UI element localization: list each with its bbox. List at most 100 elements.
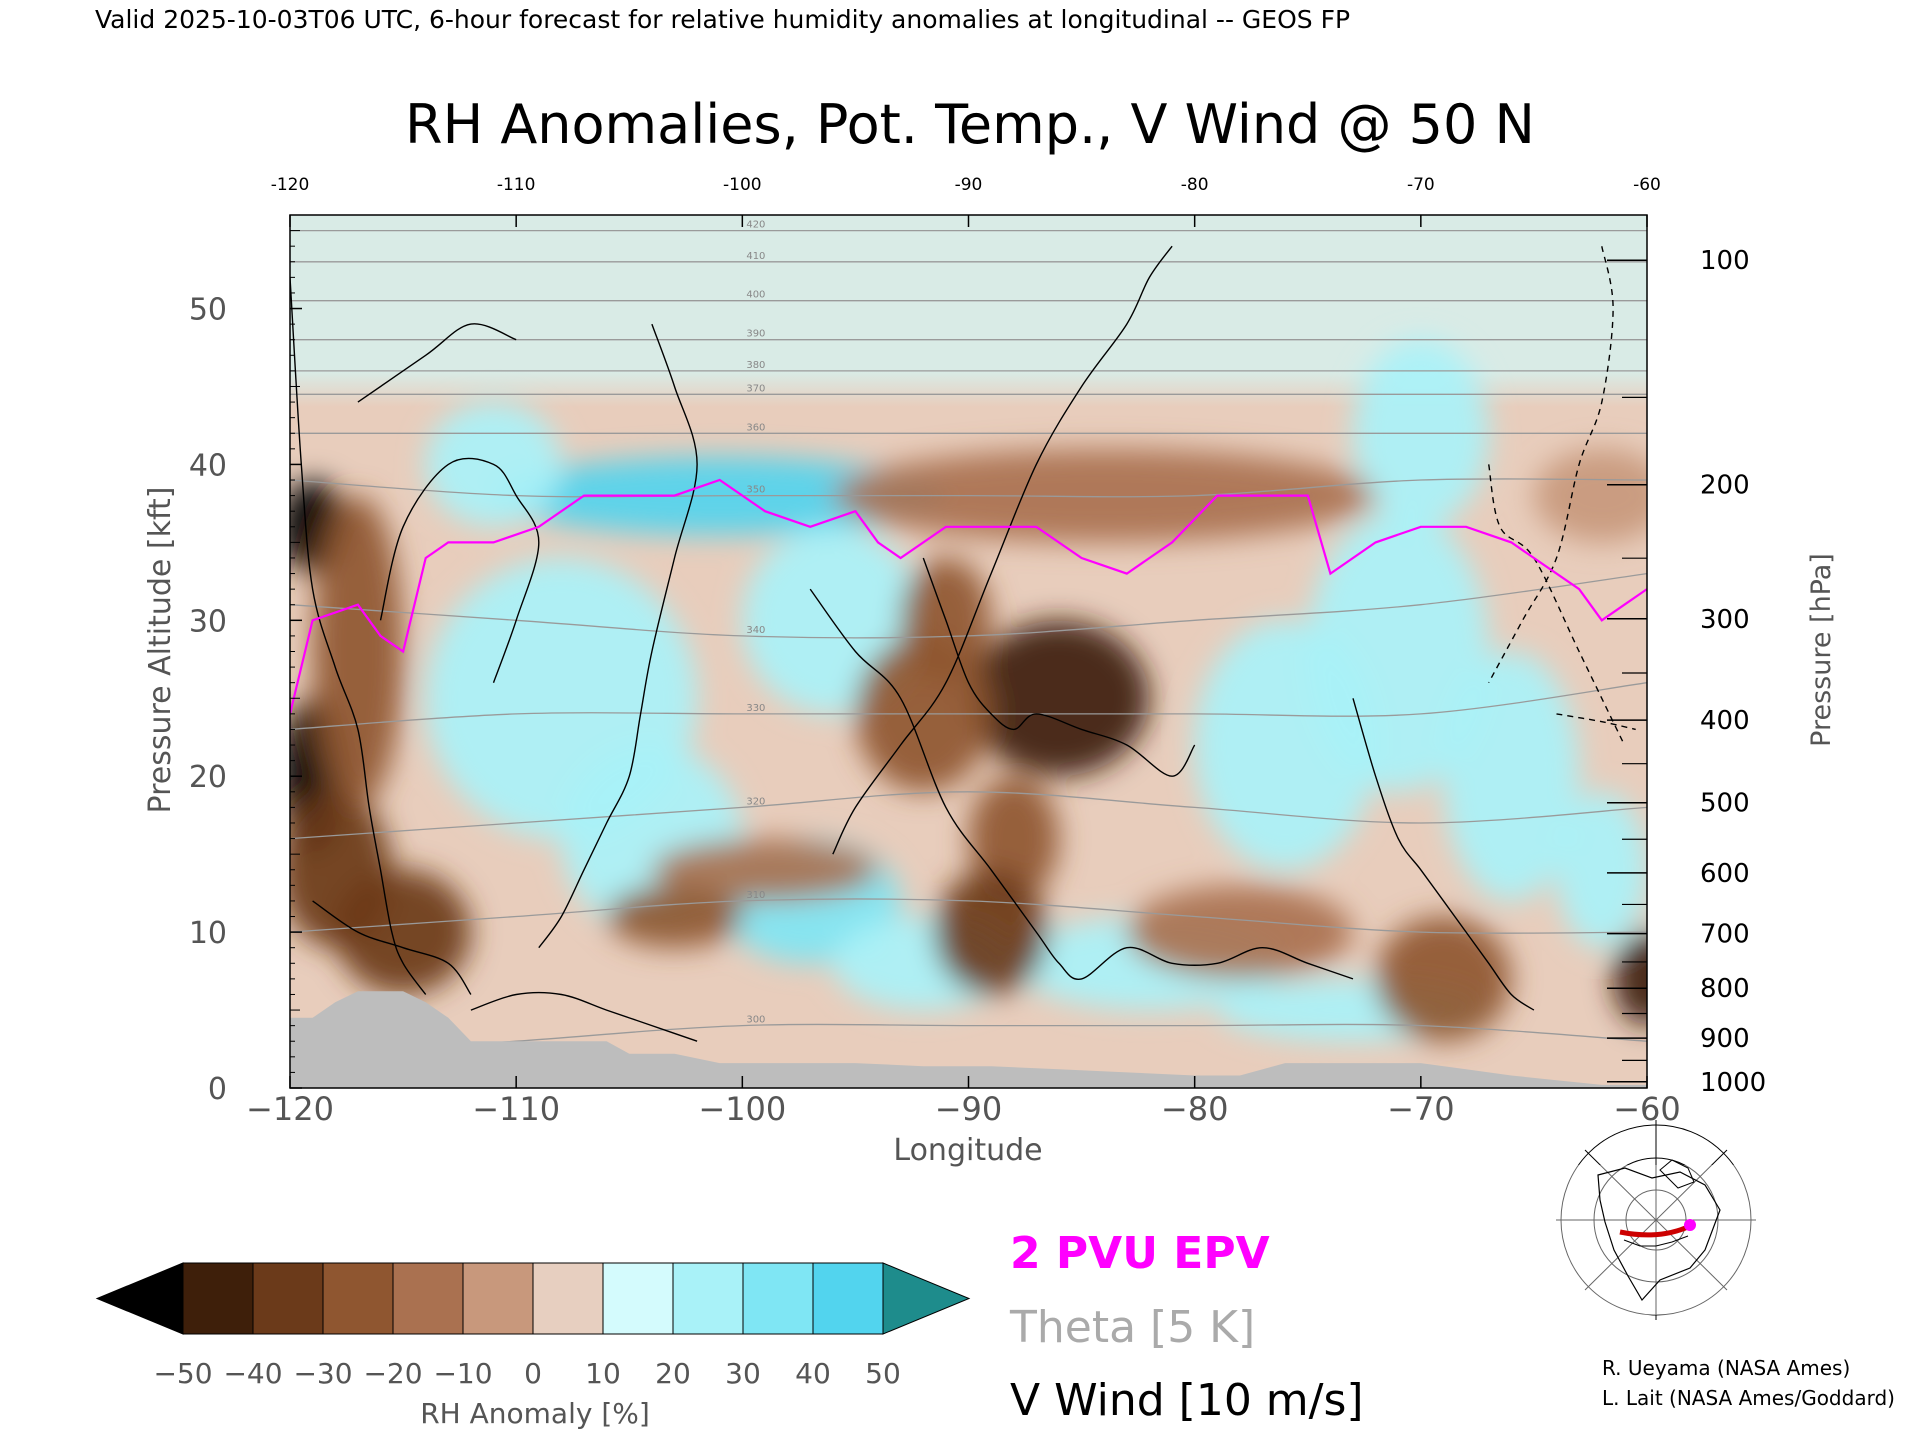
colorbar-segment (322, 1262, 394, 1335)
colorbar-segment (392, 1262, 464, 1335)
vwind-ten-contour (357, 323, 517, 403)
vwind-zero-contour (809, 588, 1354, 980)
colorbar-tick-label: −30 (293, 1357, 352, 1390)
theta-contour-label: 350 (746, 485, 765, 496)
vwind-zero-contour (312, 900, 472, 995)
y-tick-label: 0 (208, 1072, 227, 1107)
colorbar-segment (812, 1262, 884, 1335)
colorbar-tick-label: −20 (363, 1357, 422, 1390)
y-axis-label-left: Pressure Altitude [kft] (143, 487, 178, 814)
topography (290, 991, 1647, 1088)
colorbar-tick-label: −40 (223, 1357, 282, 1390)
colorbar-tick-label: 30 (725, 1357, 761, 1390)
vwind-zero-contour (290, 277, 427, 995)
theta-contour-line (290, 682, 1647, 731)
colorbar: −50 −40 −30 −20 −10 0 10 20 30 40 50 (95, 1262, 971, 1390)
y-tick-label: 20 (189, 760, 227, 795)
theta-contour-label: 310 (746, 890, 765, 901)
vwind-ten-contour (1556, 713, 1636, 731)
rh-anomaly-blob (312, 495, 404, 808)
theta-contour-label: 330 (746, 703, 765, 714)
rh-anomaly-blob (1533, 448, 1647, 543)
vwind-ten-contour (1488, 246, 1614, 684)
x-tick-label-top: -100 (723, 175, 762, 195)
pressure-tick-label: 1000 (1700, 1068, 1766, 1098)
theta-contour-label: 400 (746, 290, 765, 301)
rh-anomaly-blob (1556, 791, 1647, 948)
rh-anomaly-blob (651, 838, 879, 901)
theta-contour-line (290, 898, 1647, 934)
legend-vwind: V Wind [10 m/s] (1010, 1375, 1364, 1426)
colorbar-tick-label: 10 (585, 1357, 621, 1390)
vwind-zero-contour (538, 323, 698, 949)
rh-anomaly-blob (606, 885, 743, 948)
y-tick-label: 50 (189, 293, 227, 328)
theta-contour-label: 340 (746, 625, 765, 636)
y-tick-label: 10 (189, 916, 227, 951)
colorbar-segment (532, 1262, 604, 1335)
x-tick-label: −110 (472, 1090, 560, 1128)
colorbar-label: RH Anomaly [%] (420, 1397, 650, 1430)
colorbar-segment (742, 1262, 814, 1335)
credit-line-1: R. Ueyama (NASA Ames) (1602, 1356, 1850, 1380)
plot-area: 300 310 320 330 340 350 360 370 380 390 400 410 420 (290, 215, 1647, 1088)
colorbar-tick-label: −50 (153, 1357, 212, 1390)
y-axis-label-right: Pressure [hPa] (1806, 553, 1837, 747)
rh-anomaly-blob (1307, 511, 1489, 792)
theta-contour-label: 410 (746, 251, 765, 262)
colorbar-segment (182, 1262, 254, 1335)
colorbar-segment (462, 1262, 534, 1335)
chart-title: RH Anomalies, Pot. Temp., V Wind @ 50 N (405, 93, 1535, 156)
x-tick-label: −120 (246, 1090, 334, 1128)
credit-line-2: L. Lait (NASA Ames/Goddard) (1602, 1386, 1895, 1410)
x-tick-label-top: -80 (1181, 175, 1209, 195)
vwind-zero-contour (470, 991, 698, 1042)
x-tick-label: −70 (1387, 1090, 1455, 1128)
theta-contour-label: 320 (746, 796, 765, 807)
colorbar-segment (602, 1262, 674, 1335)
x-tick-label: −100 (698, 1090, 786, 1128)
legend-epv: 2 PVU EPV (1010, 1228, 1270, 1279)
colorbar-tick-label: 20 (655, 1357, 691, 1390)
theta-contour-label: 360 (746, 422, 765, 433)
theta-contour-line (290, 791, 1647, 840)
x-tick-label-top: -70 (1407, 175, 1435, 195)
valid-header: Valid 2025-10-03T06 UTC, 6-hour forecast… (95, 5, 1350, 34)
theta-contour-label: 390 (746, 329, 765, 340)
vwind-ten-contour (1488, 464, 1626, 746)
x-axis-label: Longitude (893, 1133, 1042, 1168)
pressure-tick-label: 100 (1700, 246, 1750, 276)
rh-anomaly-blob (832, 448, 1376, 543)
colorbar-over-arrow (882, 1262, 971, 1335)
y-tick-label: 40 (189, 448, 227, 483)
colorbar-tick-label: 40 (795, 1357, 831, 1390)
rh-anomaly-blob (1613, 932, 1647, 1026)
axes: −120 -120 −110 -110 −100 -100 −90 -90 −80 -80 −70 -… (189, 175, 1766, 1128)
colorbar-tick-label: −10 (433, 1357, 492, 1390)
theta-contour-label: 380 (746, 360, 765, 371)
rh-anomaly-blob (1443, 651, 1580, 901)
colorbar-tick-label: 50 (865, 1357, 901, 1390)
x-tick-label: −90 (935, 1090, 1003, 1128)
pressure-tick-label: 500 (1700, 789, 1750, 819)
x-tick-label: −80 (1161, 1090, 1229, 1128)
pressure-tick-label: 400 (1700, 706, 1750, 736)
x-tick-label-top: -90 (955, 175, 983, 195)
y-tick-label: 30 (189, 604, 227, 639)
theta-contour-label: 300 (746, 1015, 765, 1026)
pressure-tick-label: 800 (1700, 974, 1750, 1004)
x-tick-label-top: -110 (497, 175, 536, 195)
colorbar-segment (252, 1262, 324, 1335)
pressure-tick-label: 700 (1700, 920, 1750, 950)
vwind-zero-contour (922, 557, 1196, 777)
legend-theta: Theta [5 K] (1009, 1302, 1255, 1353)
x-tick-label-top: -60 (1633, 175, 1661, 195)
pressure-tick-label: 600 (1700, 859, 1750, 889)
rh-anomaly-blob (968, 620, 1150, 777)
rh-anomaly-blob (1126, 885, 1353, 979)
pressure-tick-label: 900 (1700, 1024, 1750, 1054)
x-tick-label-top: -120 (271, 175, 310, 195)
north-america-polar-map-icon (1556, 1120, 1756, 1320)
colorbar-segment (672, 1262, 744, 1335)
